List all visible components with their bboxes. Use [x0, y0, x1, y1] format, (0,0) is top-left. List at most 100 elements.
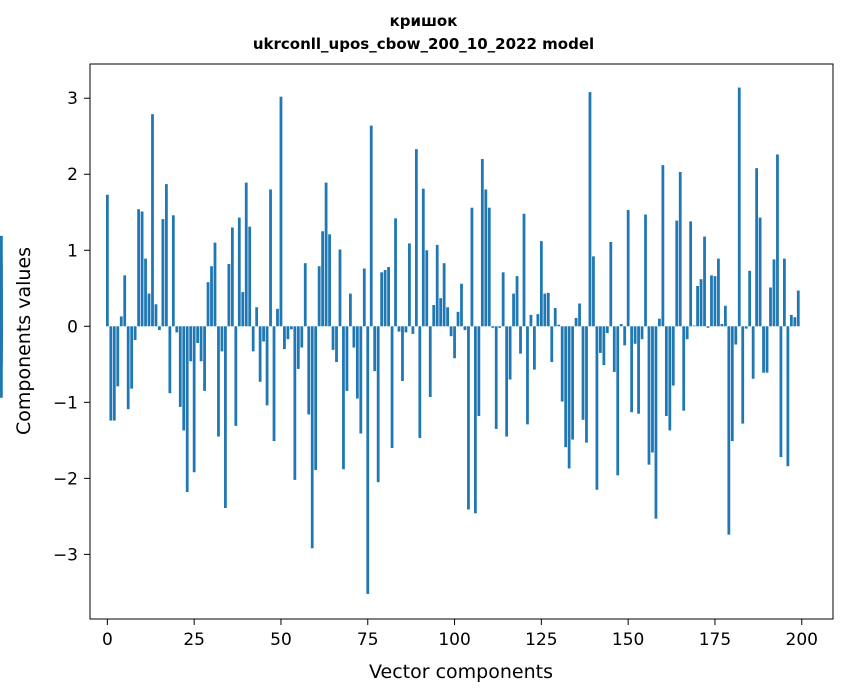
- bar-38: [237, 217, 241, 327]
- bar-138: [585, 326, 588, 443]
- bar-0: [105, 194, 109, 327]
- bar-173: [706, 326, 710, 328]
- bar-194: [779, 326, 783, 458]
- bar-84: [397, 326, 401, 332]
- bar-54: [293, 326, 297, 480]
- bar-93: [428, 326, 432, 397]
- bar-88: [411, 326, 415, 334]
- bar-148: [619, 324, 623, 327]
- bar-104: [467, 326, 470, 510]
- bar-71: [352, 326, 356, 348]
- bar-27: [199, 326, 203, 362]
- bar-102: [460, 283, 463, 327]
- bar-undefined: [0, 263, 3, 327]
- bar-33: [220, 326, 224, 352]
- bar-43: [255, 307, 259, 327]
- bar-66: [335, 326, 338, 363]
- chart-title-line2: ukrconll_upos_cbow_200_10_2022 model: [252, 35, 595, 53]
- bar-81: [387, 266, 390, 327]
- bar-36: [230, 227, 234, 327]
- plot-frame: [89, 63, 834, 620]
- bar-51: [283, 326, 286, 350]
- bar-139: [588, 92, 592, 327]
- bar-8: [133, 326, 137, 340]
- bar-37: [234, 326, 238, 426]
- bar-155: [644, 214, 647, 327]
- bar-80: [383, 270, 387, 327]
- bar-20: [175, 326, 179, 333]
- bar-17: [164, 184, 168, 327]
- bar-65: [331, 326, 335, 350]
- bar-50: [279, 96, 283, 327]
- bar-187: [755, 168, 759, 327]
- bar-123: [533, 326, 536, 370]
- bar-86: [404, 326, 408, 333]
- bar-59: [310, 326, 314, 549]
- bar-145: [609, 241, 613, 327]
- bar-60: [314, 326, 318, 470]
- bar-118: [515, 276, 519, 327]
- bar-28: [203, 326, 206, 391]
- bar-5: [123, 275, 127, 327]
- bar-182: [737, 87, 741, 327]
- bar-131: [560, 326, 564, 402]
- bar-147: [616, 326, 620, 476]
- bar-144: [605, 326, 609, 334]
- bar-196: [786, 326, 790, 467]
- bar-90: [418, 326, 422, 439]
- bar-151: [630, 326, 634, 413]
- y-tick-label: −1: [53, 393, 78, 413]
- bar-12: [147, 293, 151, 327]
- bar-134: [571, 326, 574, 440]
- bar-30: [210, 266, 213, 327]
- bar-171: [699, 279, 703, 327]
- bar-58: [307, 326, 311, 415]
- bar-25: [192, 326, 196, 473]
- bar-45: [262, 326, 265, 342]
- bar-76: [369, 125, 373, 327]
- bar-130: [557, 324, 561, 327]
- bar-34: [224, 326, 227, 508]
- bar-11: [144, 258, 147, 327]
- bar-129: [553, 308, 557, 327]
- bar-92: [425, 250, 429, 327]
- bar-184: [744, 326, 748, 329]
- bar-75: [366, 326, 370, 594]
- bar-191: [769, 287, 772, 327]
- bar-19: [171, 215, 175, 327]
- bar-40: [244, 182, 248, 327]
- bar-49: [276, 308, 279, 327]
- bar-160: [661, 165, 665, 327]
- bar-4: [119, 316, 123, 327]
- bar-190: [765, 326, 769, 373]
- bar-199: [796, 290, 800, 327]
- bar-99: [449, 326, 453, 337]
- bar-26: [196, 326, 200, 344]
- bar-121: [526, 326, 529, 425]
- bar-77: [373, 326, 377, 372]
- bar-63: [324, 182, 328, 327]
- bar-42: [251, 326, 255, 352]
- bar-83: [394, 218, 397, 327]
- bar-undefined: [0, 326, 3, 398]
- y-tick-label: −2: [53, 469, 78, 489]
- bar-127: [546, 292, 550, 327]
- x-axis: 0 25 50 75 100 125 150 175 200: [102, 619, 818, 650]
- bar-159: [658, 318, 661, 327]
- x-tick-label: 100: [438, 630, 470, 650]
- bar-119: [519, 326, 522, 354]
- bar-7: [130, 326, 134, 389]
- y-tick-label: 1: [67, 241, 78, 261]
- bar-24: [189, 326, 193, 362]
- bar-98: [446, 307, 449, 327]
- y-tick-label: −3: [53, 545, 78, 565]
- x-axis-label: Vector components: [369, 661, 553, 683]
- bar-64: [328, 234, 331, 327]
- bar-146: [612, 326, 616, 372]
- bar-1: [109, 326, 113, 421]
- bar-101: [456, 311, 460, 327]
- bar-198: [793, 317, 797, 327]
- bar-117: [512, 293, 515, 327]
- bar-149: [623, 326, 627, 346]
